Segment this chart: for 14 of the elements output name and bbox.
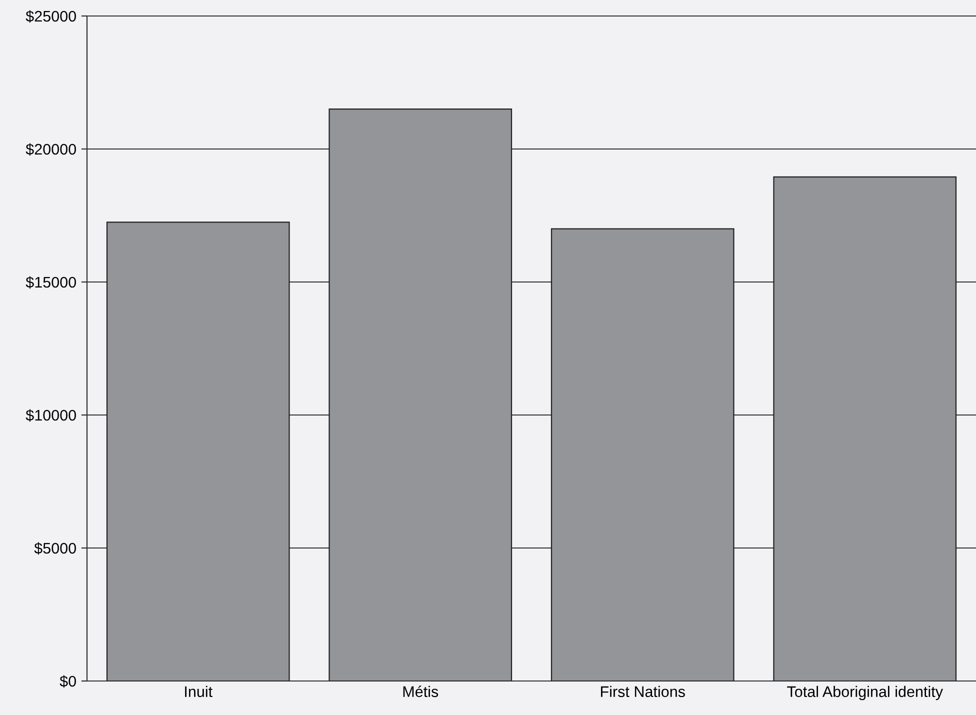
y-tick-label: $5000 <box>34 542 76 555</box>
bar <box>328 108 512 681</box>
x-tick-label: Métis <box>403 686 438 698</box>
bar <box>773 176 957 681</box>
bar <box>106 222 290 681</box>
y-tick-label: $20000 <box>26 143 76 156</box>
bar <box>550 228 734 681</box>
y-tick-label: $25000 <box>26 10 76 23</box>
y-tick-label: $10000 <box>26 409 76 422</box>
x-tick-label: Total Aboriginal identity <box>787 686 943 700</box>
x-tick-label: First Nations <box>601 686 685 698</box>
y-tick-label: $0 <box>60 675 76 688</box>
x-tick-label: Inuit <box>185 686 212 698</box>
y-tick-label: $15000 <box>26 276 76 289</box>
